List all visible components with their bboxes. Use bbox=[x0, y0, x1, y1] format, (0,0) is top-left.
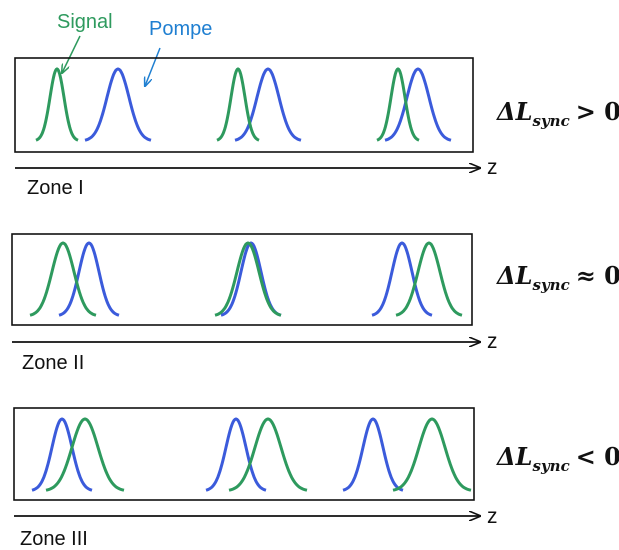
zone-1-pompe-pulse-2 bbox=[234, 67, 302, 142]
zone-3-pompe-pulse-1 bbox=[31, 417, 93, 492]
zone-3-pompe-pulse-3 bbox=[342, 417, 404, 492]
zone-1-pompe-pulse-1 bbox=[84, 67, 152, 142]
zone-2-pompe-pulse-2 bbox=[220, 241, 282, 317]
zone-2-pulses bbox=[29, 241, 463, 317]
zone-1-pulses bbox=[35, 67, 452, 142]
zone-2-signal-pulse-2 bbox=[214, 241, 282, 317]
zone-3-condition: ΔLsync < 0 bbox=[496, 442, 619, 475]
zone-1-signal-pulse-1 bbox=[35, 67, 79, 142]
zone-3-pompe-pulse-2 bbox=[205, 417, 267, 492]
signal-legend-arrow bbox=[62, 35, 81, 73]
zone-2-signal-pulse-3 bbox=[395, 241, 463, 317]
zone-1-label: Zone I bbox=[27, 177, 84, 199]
zone-2: z Zone II ΔLsync ≈ 0 bbox=[11, 233, 619, 374]
zone-3-pulses bbox=[31, 417, 472, 492]
zone-3-signal-pulse-2 bbox=[228, 417, 308, 492]
zone-3-z-label: z bbox=[487, 505, 498, 528]
zone-1-signal-pulse-3 bbox=[376, 67, 420, 142]
zone-1-pompe-pulse-3 bbox=[384, 67, 452, 142]
zone-2-box bbox=[11, 233, 473, 326]
zone-2-signal-pulse-1 bbox=[29, 241, 97, 317]
zone-2-pompe-pulse-1 bbox=[58, 241, 120, 317]
zone-2-label: Zone II bbox=[22, 352, 84, 374]
zone-3-signal-pulse-3 bbox=[392, 417, 472, 492]
zone-3-signal-pulse-1 bbox=[45, 417, 125, 492]
pompe-legend-arrow bbox=[145, 47, 161, 86]
zone-1-z-label: z bbox=[487, 156, 498, 179]
zone-2-z-label: z bbox=[487, 330, 498, 353]
zone-1-box bbox=[14, 57, 474, 153]
zone-2-pompe-pulse-3 bbox=[371, 241, 433, 317]
pompe-legend-label: Pompe bbox=[149, 18, 212, 40]
zone-1-condition: ΔLsync > 0 bbox=[496, 97, 619, 130]
zone-2-condition: ΔLsync ≈ 0 bbox=[496, 261, 619, 294]
zone-3-box bbox=[13, 407, 475, 501]
signal-legend-label: Signal bbox=[57, 11, 113, 33]
zone-3-label: Zone III bbox=[20, 528, 88, 550]
zone-1-signal-pulse-2 bbox=[216, 67, 260, 142]
zone-3: z Zone III ΔLsync < 0 bbox=[13, 407, 619, 550]
zone-1: z Zone I ΔLsync > 0 bbox=[14, 57, 619, 199]
